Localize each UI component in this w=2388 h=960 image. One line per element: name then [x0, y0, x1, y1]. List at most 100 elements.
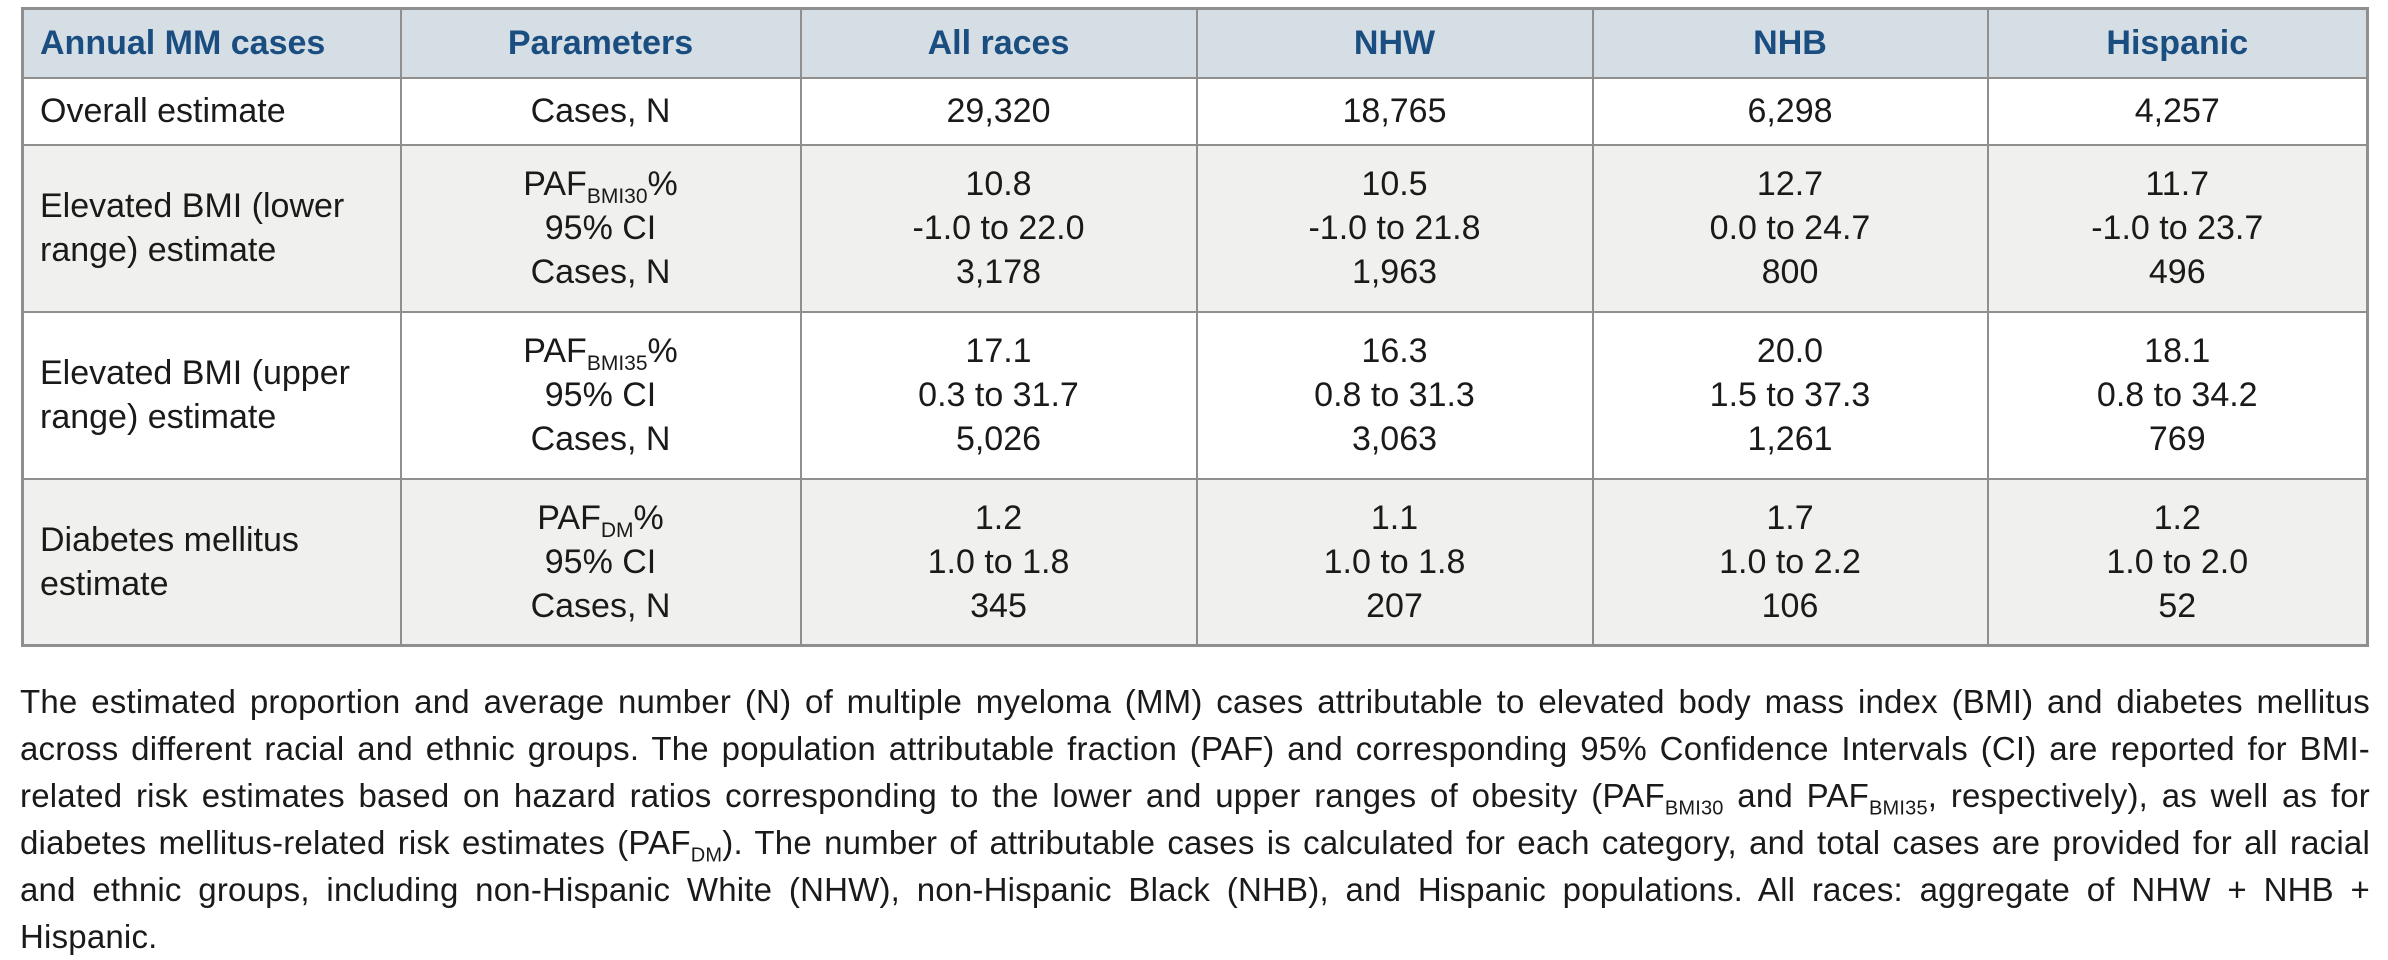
value-line: 4,257: [2134, 92, 2220, 130]
value-line: 3,063: [1351, 420, 1438, 458]
value-line: 52: [2158, 586, 2197, 625]
parameters-cell: PAFBMI30% 95% CI Cases, N: [399, 143, 802, 313]
col-header-parameters: Parameters: [399, 7, 802, 79]
value-line: 207: [1366, 586, 1423, 625]
value-cell-nhb: 12.7 0.0 to 24.7 800: [1591, 143, 1989, 313]
table-caption: The estimated proportion and average num…: [20, 678, 2370, 960]
value-line: 18,765: [1342, 92, 1447, 130]
row-label: Elevated BMI (upper range) estimate: [21, 310, 402, 480]
value-line: -1.0 to 23.7: [2091, 209, 2264, 247]
value-line: 10.5: [1361, 165, 1428, 203]
value-line: 3,178: [955, 253, 1042, 291]
parameter-suffix: %: [647, 332, 678, 370]
parameter-line: Cases, N: [530, 253, 671, 291]
caption-subscript: BMI30: [1664, 797, 1724, 820]
value-line: 1,261: [1747, 420, 1833, 458]
row-label: Overall estimate: [21, 76, 402, 146]
parameter-line: Cases, N: [530, 586, 671, 625]
value-line: 1.1: [1370, 498, 1419, 537]
value-line: 16.3: [1361, 332, 1428, 370]
col-header-all-races: All races: [799, 7, 1198, 79]
value-line: 1.0 to 2.2: [1719, 542, 1861, 581]
value-cell-nhb: 6,298: [1591, 76, 1989, 146]
value-line: -1.0 to 21.8: [1308, 209, 1481, 247]
value-cell-nhb: 1.7 1.0 to 2.2 106: [1591, 477, 1989, 647]
parameter-text: PAF: [523, 332, 587, 370]
value-line: 1.7: [1766, 498, 1814, 537]
col-header-hispanic: Hispanic: [1986, 7, 2369, 79]
value-cell-hispanic: 18.1 0.8 to 34.2 769: [1986, 310, 2369, 480]
col-header-annual-mm-cases: Annual MM cases: [21, 7, 402, 79]
parameter-subscript: BMI35: [586, 351, 648, 375]
mm-attributable-cases-table: Annual MM cases Parameters All races NHW…: [21, 7, 2369, 647]
value-cell-all-races: 29,320: [799, 76, 1198, 146]
caption-text: The estimated proportion and average num…: [20, 683, 2370, 814]
value-cell-hispanic: 11.7 -1.0 to 23.7 496: [1986, 143, 2369, 313]
value-cell-nhb: 20.0 1.5 to 37.3 1,261: [1591, 310, 1989, 480]
value-line: 18.1: [2144, 332, 2211, 370]
parameters-cell: Cases, N: [399, 76, 802, 146]
header-row: Annual MM cases Parameters All races NHW…: [21, 7, 2369, 79]
value-line: 769: [2148, 420, 2206, 458]
value-line: 0.8 to 34.2: [2096, 376, 2258, 414]
value-line: -1.0 to 22.0: [912, 209, 1085, 247]
value-line: 0.8 to 31.3: [1314, 376, 1475, 414]
value-line: 800: [1761, 253, 1819, 291]
parameter-line: Cases, N: [403, 89, 799, 133]
caption-subscript: DM: [690, 844, 723, 867]
caption-subscript: BMI35: [1868, 797, 1928, 820]
caption-text: , respectively), as well as for diabetes…: [20, 777, 2370, 861]
value-line: 12.7: [1756, 165, 1824, 203]
parameter-text: PAF: [537, 498, 601, 537]
value-line: 17.1: [965, 332, 1032, 370]
parameters-cell: PAFDM% 95% CI Cases, N: [399, 477, 802, 647]
value-line: 1.2: [2153, 498, 2201, 537]
parameter-subscript: DM: [600, 518, 634, 542]
value-cell-hispanic: 4,257: [1986, 76, 2369, 146]
parameter-text: Cases, N: [530, 92, 671, 130]
value-cell-all-races: 10.8 -1.0 to 22.0 3,178: [799, 143, 1198, 313]
row-label: Elevated BMI (lower range) estimate: [21, 143, 402, 313]
parameter-line: PAFBMI35%: [403, 329, 799, 375]
table-row-overall: Overall estimate Cases, N 29,320 18,765 …: [21, 76, 2369, 146]
value-cell-nhw: 1.1 1.0 to 1.8 207: [1195, 477, 1594, 647]
col-header-nhb: NHB: [1591, 7, 1989, 79]
value-line: 0.3 to 31.7: [918, 376, 1079, 414]
col-header-nhw: NHW: [1195, 7, 1594, 79]
parameter-line: Cases, N: [530, 420, 671, 458]
table-row-bmi-lower: Elevated BMI (lower range) estimate PAFB…: [21, 143, 2369, 313]
value-cell-all-races: 17.1 0.3 to 31.7 5,026: [799, 310, 1198, 480]
value-line: 29,320: [946, 92, 1051, 130]
parameter-line: 95% CI: [544, 209, 657, 247]
value-line: 1.0 to 1.8: [927, 542, 1070, 581]
value-line: 1.0 to 2.0: [2106, 542, 2249, 581]
caption-text: and PAF: [1723, 777, 1869, 814]
parameter-line: 95% CI: [544, 542, 657, 581]
value-line: 345: [970, 586, 1027, 625]
value-line: 0.0 to 24.7: [1709, 209, 1871, 247]
value-cell-nhw: 10.5 -1.0 to 21.8 1,963: [1195, 143, 1594, 313]
value-line: 496: [2148, 253, 2206, 291]
parameters-cell: PAFBMI35% 95% CI Cases, N: [399, 310, 802, 480]
value-cell-hispanic: 1.2 1.0 to 2.0 52: [1986, 477, 2369, 647]
row-label: Diabetes mellitus estimate: [21, 477, 402, 647]
parameter-subscript: BMI30: [586, 184, 648, 208]
value-line: 20.0: [1756, 332, 1824, 370]
parameter-line: 95% CI: [544, 376, 657, 414]
value-line: 11.7: [2145, 165, 2210, 203]
value-line: 106: [1761, 586, 1819, 625]
value-line: 1.5 to 37.3: [1709, 376, 1871, 414]
value-line: 6,298: [1747, 92, 1833, 130]
parameter-line: PAFBMI30%: [403, 162, 799, 208]
parameter-line: PAFDM%: [403, 496, 799, 542]
value-line: 1,963: [1351, 253, 1438, 291]
value-cell-nhw: 16.3 0.8 to 31.3 3,063: [1195, 310, 1594, 480]
value-line: 1.2: [974, 498, 1023, 537]
value-line: 5,026: [955, 420, 1042, 458]
value-cell-all-races: 1.2 1.0 to 1.8 345: [799, 477, 1198, 647]
parameter-suffix: %: [633, 498, 664, 537]
value-line: 10.8: [965, 165, 1032, 203]
table-row-bmi-upper: Elevated BMI (upper range) estimate PAFB…: [21, 310, 2369, 480]
parameter-suffix: %: [647, 165, 678, 203]
